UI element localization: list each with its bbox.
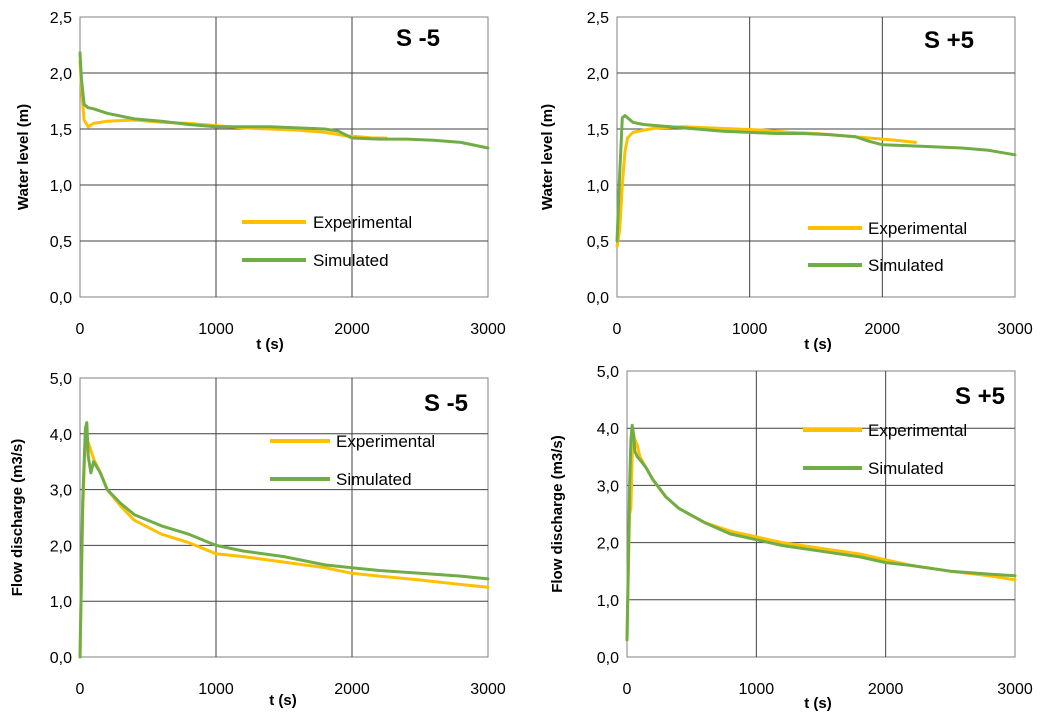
y-tick-label: 2,5 xyxy=(50,10,72,27)
legend-label-experimental: Experimental xyxy=(313,213,412,232)
y-tick-label: 1,5 xyxy=(50,122,72,139)
y-axis-title: Flow discharge (m3/s) xyxy=(549,435,566,593)
series-line-simulated xyxy=(78,51,490,150)
y-tick-label: 1,0 xyxy=(50,594,72,611)
chart-panel-4: 0,0 1,0 2,0 3,0 4,0 5,0 0 1000 2000 3000 t (s) Flow… xyxy=(549,364,1033,712)
y-axis-title: Water level (m) xyxy=(15,104,32,210)
x-tick-label: 1000 xyxy=(198,321,234,338)
plot-area xyxy=(79,16,489,298)
panel-title: S -5 xyxy=(424,390,468,417)
y-tick-label: 0,0 xyxy=(597,650,619,667)
x-axis-title: t (s) xyxy=(269,692,297,709)
y-tick-label: 2,5 xyxy=(587,10,609,27)
y-tick-label: 0,0 xyxy=(50,650,72,667)
legend: Experimental Simulated xyxy=(808,219,967,275)
panel-title: S +5 xyxy=(924,27,974,54)
y-tick-label: 5,0 xyxy=(50,371,72,388)
series-line-simulated xyxy=(615,114,1017,243)
chart-panel-2: 0,0 0,5 1,0 1,5 2,0 2,5 0 1000 2000 3000 t (s) Wate… xyxy=(539,10,1033,353)
series-line-experimental xyxy=(625,432,1017,642)
y-tick-label: 4,0 xyxy=(50,427,72,444)
x-tick-label: 3000 xyxy=(470,321,506,338)
y-tick-label: 0,0 xyxy=(50,290,72,307)
y-tick-label: 3,0 xyxy=(50,483,72,500)
y-tick-label: 1,5 xyxy=(587,122,609,139)
legend-label-simulated: Simulated xyxy=(313,251,389,270)
x-tick-label: 0 xyxy=(613,321,622,338)
y-tick-label: 2,0 xyxy=(50,66,72,83)
legend: Experimental Simulated xyxy=(242,213,412,270)
y-tick-label: 1,0 xyxy=(597,593,619,610)
y-tick-label: 1,0 xyxy=(50,178,72,195)
chart-panel-1: 0,0 0,5 1,0 1,5 2,0 2,5 0 1000 2000 3000 t (s) Wate… xyxy=(15,10,506,353)
legend: Experimental Simulated xyxy=(803,421,967,478)
y-axis-title: Flow discharge (m3/s) xyxy=(9,439,26,597)
y-tick-label: 5,0 xyxy=(597,364,619,381)
x-tick-label: 2000 xyxy=(334,681,370,698)
series-line-simulated xyxy=(625,423,1017,642)
x-axis-title: t (s) xyxy=(804,695,832,712)
y-tick-label: 0,5 xyxy=(50,234,72,251)
plot-area xyxy=(616,16,1016,298)
x-tick-label: 1000 xyxy=(732,321,768,338)
x-tick-label: 3000 xyxy=(997,321,1033,338)
x-tick-label: 3000 xyxy=(470,681,506,698)
x-tick-label: 0 xyxy=(76,321,85,338)
legend-label-experimental: Experimental xyxy=(868,421,967,440)
y-tick-label: 2,0 xyxy=(597,536,619,553)
legend-label-simulated: Simulated xyxy=(868,256,944,275)
panel-title: S -5 xyxy=(396,25,440,52)
y-tick-label: 2,0 xyxy=(587,66,609,83)
legend-label-experimental: Experimental xyxy=(868,219,967,238)
y-tick-label: 2,0 xyxy=(50,538,72,555)
y-tick-label: 4,0 xyxy=(597,421,619,438)
x-axis-title: t (s) xyxy=(804,336,832,353)
legend-label-simulated: Simulated xyxy=(868,459,944,478)
x-tick-label: 0 xyxy=(76,681,85,698)
x-axis-title: t (s) xyxy=(256,336,284,353)
y-tick-label: 1,0 xyxy=(587,178,609,195)
plot-area xyxy=(626,370,1016,658)
panel-title: S +5 xyxy=(955,383,1005,410)
legend: Experimental Simulated xyxy=(270,432,435,489)
x-tick-label: 2000 xyxy=(865,321,901,338)
y-tick-label: 0,0 xyxy=(587,290,609,307)
legend-label-experimental: Experimental xyxy=(336,432,435,451)
x-tick-label: 1000 xyxy=(198,681,234,698)
legend-label-simulated: Simulated xyxy=(336,470,412,489)
y-tick-label: 3,0 xyxy=(597,478,619,495)
x-tick-label: 0 xyxy=(623,681,632,698)
x-tick-label: 3000 xyxy=(997,681,1033,698)
chart-panel-3: 0,0 1,0 2,0 3,0 4,0 5,0 0 1000 2000 3000 t (s) Flow… xyxy=(9,371,506,709)
x-tick-label: 1000 xyxy=(739,681,775,698)
x-tick-label: 2000 xyxy=(334,321,370,338)
series-line-simulated xyxy=(78,421,490,659)
plot-area xyxy=(79,377,489,658)
x-tick-label: 2000 xyxy=(868,681,904,698)
y-axis-title: Water level (m) xyxy=(539,104,556,210)
y-tick-label: 0,5 xyxy=(587,234,609,251)
